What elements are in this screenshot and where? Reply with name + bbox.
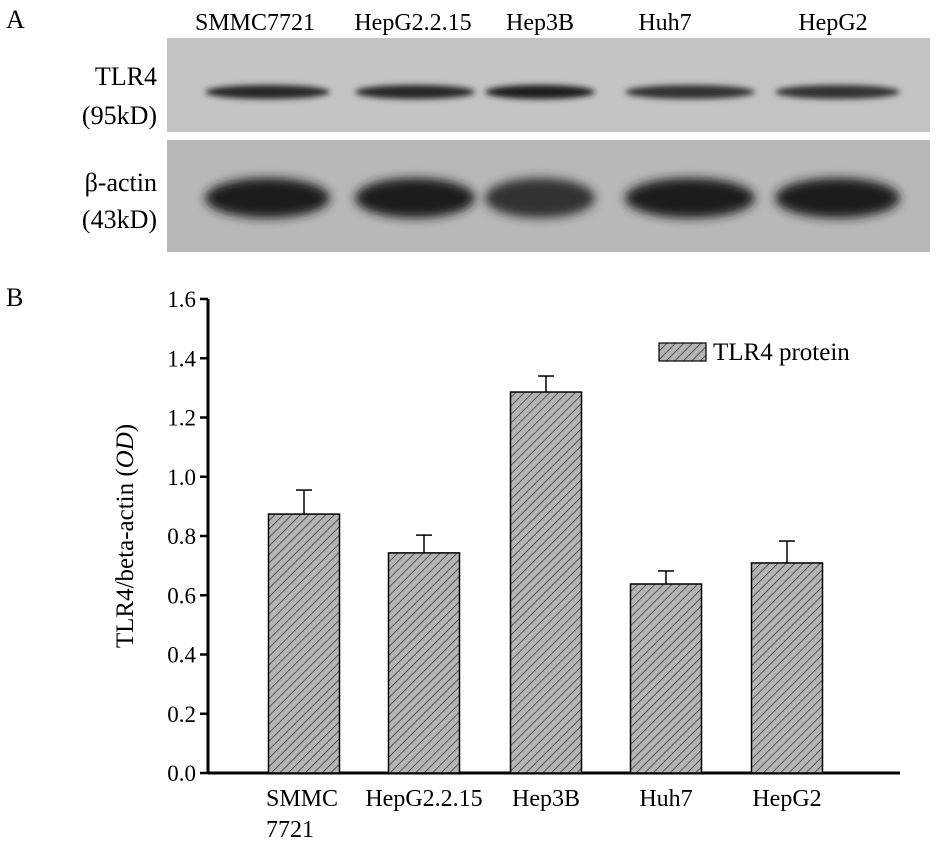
x-tick-label: SMMC 7721 — [266, 786, 338, 843]
blot-tlr4: TLR4 (95kD) — [82, 38, 930, 132]
panel-b-label: B — [6, 283, 23, 312]
y-tick-label: 0.0 — [167, 761, 196, 786]
blot-name: TLR4 — [95, 62, 157, 91]
bar — [629, 583, 703, 774]
legend-label: TLR4 protein — [713, 339, 850, 366]
y-axis-label: TLR4/beta-actin (OD) — [112, 424, 139, 648]
blot-band — [625, 178, 755, 218]
bar-chart: 0.0 0.2 0.4 0.6 0.8 1.0 1.2 1.4 1.6 SMMC 7721 HepG2… — [167, 287, 900, 843]
y-tick-label: 1.0 — [167, 465, 196, 490]
blot-band — [205, 178, 330, 218]
blot-beta-actin: β-actin (43kD) — [82, 140, 930, 252]
y-tick-label: 0.6 — [167, 583, 196, 608]
blot-name: β-actin — [85, 168, 157, 197]
lane-label: Hep3B — [506, 10, 574, 36]
blot-band — [485, 178, 595, 218]
blot-band — [485, 85, 595, 99]
blot-mw: (95kD) — [82, 101, 157, 130]
lane-label: SMMC7721 — [195, 10, 315, 36]
x-tick-label: HepG2.2.15 — [365, 786, 482, 812]
y-tick-label: 0.4 — [167, 643, 196, 668]
bar — [387, 552, 461, 774]
y-tick-label: 0.2 — [167, 702, 196, 727]
lane-labels: SMMC7721 HepG2.2.15 Hep3B Huh7 HepG2 — [195, 10, 868, 36]
lane-label: HepG2 — [798, 10, 867, 36]
western-blots: TLR4 (95kD) β-actin (43kD) — [82, 38, 930, 252]
legend: TLR4 protein — [658, 339, 850, 366]
y-tick-label: 0.8 — [167, 524, 196, 549]
legend-swatch — [658, 342, 707, 362]
blot-band — [775, 178, 900, 218]
bar — [750, 562, 824, 774]
lane-label: HepG2.2.15 — [354, 10, 471, 36]
blot-band — [355, 178, 475, 218]
blot-membrane — [167, 38, 930, 132]
blot-band — [625, 85, 755, 99]
blot-band — [355, 85, 475, 99]
x-tick-label: HepG2 — [752, 786, 821, 812]
panel-a-label: A — [6, 5, 25, 34]
y-tick-label: 1.6 — [167, 287, 196, 312]
bar — [267, 513, 341, 774]
blot-band — [205, 85, 330, 99]
bar — [509, 391, 583, 774]
blot-band — [775, 85, 900, 99]
x-tick-label: Huh7 — [639, 786, 692, 812]
blot-mw: (43kD) — [82, 205, 157, 234]
y-tick-label: 1.4 — [167, 346, 196, 371]
x-tick-label: Hep3B — [512, 786, 580, 812]
y-tick-label: 1.2 — [167, 406, 196, 431]
lane-label: Huh7 — [638, 10, 691, 36]
